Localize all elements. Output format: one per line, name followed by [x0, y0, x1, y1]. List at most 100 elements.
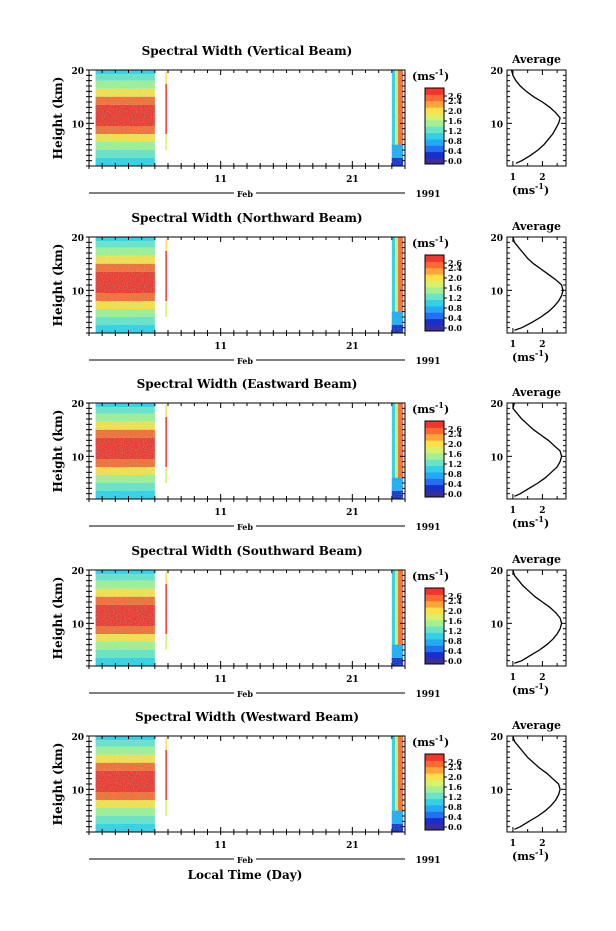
profile-x-label-base: (ms	[512, 684, 535, 697]
year-label: 1991	[415, 357, 440, 367]
heatmap-streak	[165, 572, 167, 584]
profile-x-tick-label: 1	[510, 340, 516, 350]
colorbar-frame	[424, 587, 445, 665]
profile-x-label-base: (ms	[512, 351, 535, 364]
heatmap-image	[95, 570, 403, 666]
colorbar-frame	[424, 420, 445, 498]
colorbar-tick-label: 1.6	[448, 782, 462, 792]
colorbar-unit-close: )	[444, 570, 449, 583]
profile-x-label-exp: -1	[535, 847, 544, 857]
profile-x-tick-label: 2	[539, 673, 545, 683]
colorbar-swatch	[425, 632, 444, 640]
colorbar-tick-label: 0.0	[448, 822, 462, 832]
panel-title: Spectral Width (Southward Beam)	[131, 544, 362, 558]
year-label: 1991	[415, 190, 440, 200]
colorbar-tick-label: 1.2	[448, 792, 462, 802]
profile-height-label: 20	[490, 567, 503, 577]
colorbar-tick-label: 1.6	[448, 616, 462, 626]
colorbar-unit-exp: -1	[435, 567, 444, 577]
height-axis-label: Height (km)	[51, 244, 65, 327]
profile-x-tick-label: 2	[539, 839, 545, 849]
colorbar-frame	[424, 87, 445, 165]
colorbar-swatch	[425, 824, 444, 830]
colorbar-unit-exp: -1	[435, 234, 444, 244]
time-tick-label: 21	[346, 675, 359, 685]
colorbar-swatch	[425, 158, 444, 164]
colorbar-unit-exp: -1	[435, 67, 444, 77]
profile-x-label-close: )	[544, 684, 549, 697]
colorbar-swatch	[425, 113, 444, 121]
profile-line	[512, 569, 563, 664]
colorbar-swatch	[425, 478, 444, 486]
time-tick-label: 11	[214, 675, 227, 685]
year-label: 1991	[415, 523, 440, 533]
heatmap-image	[95, 403, 403, 499]
colorbar-unit-close: )	[444, 237, 449, 250]
colorbar-unit: (ms-1)	[412, 400, 449, 416]
colorbar-tick-label: 0.8	[448, 303, 462, 313]
time-tick-label: 11	[214, 841, 227, 851]
colorbar-swatch	[425, 119, 444, 127]
heatmap-texture	[95, 237, 155, 333]
profile-frame	[506, 236, 567, 334]
colorbar-swatch	[425, 446, 444, 454]
profile-height-label: 10	[490, 620, 503, 630]
heatmap-streak	[165, 134, 167, 150]
month-label: Feb	[237, 356, 253, 366]
heatmap-streak	[165, 301, 167, 317]
profile-height-label: 20	[490, 67, 503, 77]
colorbar-swatch	[425, 638, 444, 646]
heatmap-texture	[391, 403, 403, 499]
heatmap-image	[95, 736, 403, 832]
colorbar-swatch	[425, 651, 444, 659]
height-tick-label: 10	[71, 453, 84, 463]
colorbar-unit-exp: -1	[435, 400, 444, 410]
colorbar-swatch	[425, 773, 444, 780]
colorbar: (ms-1) 2.62.42.01.61.20.80.40.0	[412, 400, 462, 499]
colorbar-swatch	[425, 293, 444, 301]
profile-line	[512, 236, 564, 331]
colorbar-swatch	[425, 811, 444, 819]
profile-x-label-close: )	[544, 850, 549, 863]
profile-x-tick-label: 1	[510, 506, 516, 516]
panel-title: Spectral Width (Vertical Beam)	[142, 44, 353, 58]
profile-x-label-base: (ms	[512, 850, 535, 863]
heatmap-texture	[95, 403, 155, 499]
colorbar-swatch	[425, 645, 444, 653]
colorbar-swatch	[425, 299, 444, 307]
colorbar-swatch	[425, 626, 444, 634]
heatmap-texture	[391, 736, 403, 832]
colorbar-tick-label: 0.4	[448, 646, 462, 656]
colorbar-swatch	[425, 760, 444, 768]
beam-panel-2: Spectral Width (Northward Beam) 20 10 Heigh…	[51, 211, 567, 367]
colorbar-tick-label: 0.0	[448, 156, 462, 166]
colorbar-frame	[424, 753, 445, 831]
profile-x-label-close: )	[544, 517, 549, 530]
colorbar-tick-label: 2.0	[448, 772, 462, 782]
heatmap-texture	[95, 736, 155, 832]
colorbar-swatch	[425, 459, 444, 467]
profile-line	[512, 735, 561, 830]
colorbar-tick-label: 0.8	[448, 469, 462, 479]
heatmap-streak	[165, 239, 167, 251]
heatmap-streak	[165, 800, 167, 816]
height-tick-label: 20	[71, 400, 84, 410]
year-label: 1991	[415, 690, 440, 700]
colorbar-swatch	[425, 600, 444, 608]
colorbar-swatch	[425, 325, 444, 331]
profile-title: Average	[511, 719, 561, 732]
colorbar-swatch	[425, 100, 444, 108]
profile-title: Average	[511, 53, 561, 66]
colorbar-tick-label: 0.4	[448, 479, 462, 489]
colorbar-swatch	[425, 594, 444, 602]
year-label: 1991	[415, 856, 440, 866]
colorbar-tick-label: 2.6	[448, 91, 462, 101]
colorbar-swatch	[425, 754, 444, 761]
colorbar-swatch	[425, 785, 444, 793]
colorbar-unit-base: (ms	[412, 736, 435, 749]
colorbar-tick-label: 2.6	[448, 424, 462, 434]
profile-height-label: 10	[490, 786, 503, 796]
colorbar-tick-label: 1.2	[448, 293, 462, 303]
